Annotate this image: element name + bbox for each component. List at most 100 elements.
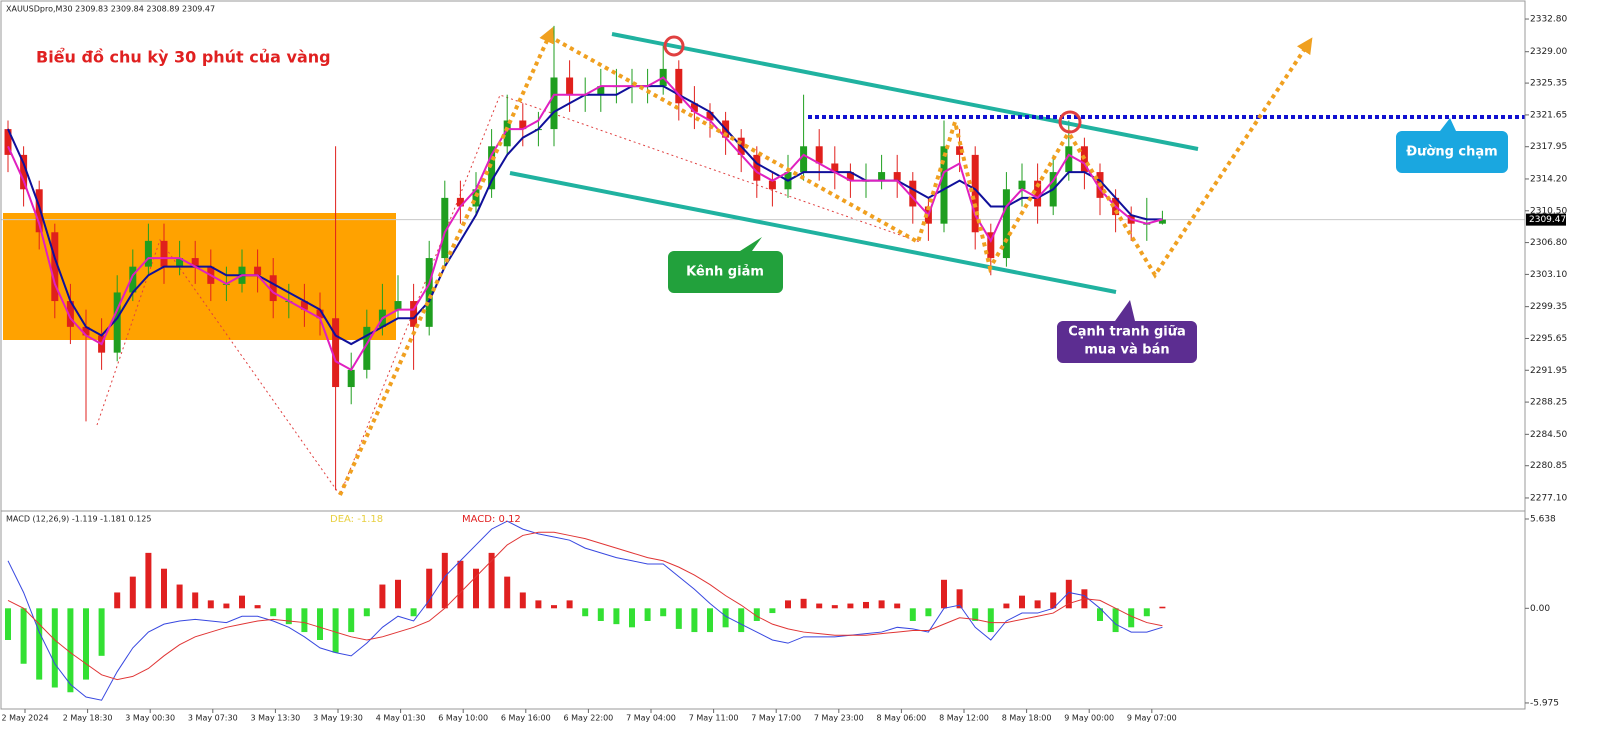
y-tick-label: 5.638 (1530, 515, 1556, 525)
x-tick-label: 4 May 01:30 (376, 714, 426, 723)
candle-body (597, 86, 605, 95)
candle-body (160, 240, 168, 267)
macd-bar (1097, 608, 1103, 621)
y-tick-label: 2332.80 (1530, 15, 1567, 25)
macd-bar (972, 608, 979, 621)
y-tick-label: 2314.20 (1530, 174, 1567, 184)
y-tick-label: 2321.65 (1530, 110, 1567, 120)
macd-bar (5, 608, 11, 640)
touch-circle (663, 35, 685, 57)
y-tick-label: 2325.35 (1530, 79, 1567, 89)
macd-bar (161, 568, 167, 609)
y-tick-label: 2329.00 (1530, 47, 1567, 57)
macd-bar (504, 576, 511, 609)
price-layer (1, 25, 1525, 701)
candle-body (332, 318, 340, 388)
x-tick-label: 3 May 00:30 (125, 714, 175, 723)
macd-bar (722, 608, 729, 628)
candle-body (191, 258, 199, 267)
macd-bar (239, 595, 245, 609)
x-tick-label: 7 May 17:00 (751, 714, 801, 723)
y-tick-label: 2288.25 (1530, 398, 1567, 408)
macd-bar (738, 608, 745, 633)
candle-body (66, 301, 74, 327)
current-price-label: 2309.47 (1529, 215, 1566, 225)
macd-bar (582, 608, 589, 617)
y-tick-label: 2280.85 (1530, 461, 1567, 471)
macd-bar (363, 608, 370, 617)
candle-body (800, 146, 808, 173)
candle-body (550, 77, 558, 130)
macd-bar (395, 579, 401, 609)
zigzag-line (96, 94, 921, 497)
candle-body (394, 301, 402, 310)
macd-label: MACD: 0.12 (462, 514, 521, 525)
macd-bar (941, 579, 947, 609)
label-box (1057, 300, 1197, 363)
channel-upper (611, 32, 1199, 151)
macd-bar (1034, 600, 1041, 609)
macd-bar (254, 605, 261, 609)
macd-bar (863, 601, 869, 609)
macd-bar (1112, 608, 1119, 633)
macd-bar (270, 608, 277, 617)
candle-body (706, 111, 714, 121)
macd-bar (301, 608, 308, 633)
x-tick-label: 3 May 13:30 (251, 714, 301, 723)
candle-body (410, 301, 418, 327)
macd-bar (457, 560, 464, 609)
candle-body (1065, 146, 1073, 173)
x-tick-label: 3 May 07:30 (188, 714, 238, 723)
frame: 2332.80 2329.00 2325.35 2321.65 2317.95 2314.… (0, 0, 1567, 723)
current-price-box (1526, 213, 1566, 226)
macd-bar (20, 608, 27, 664)
label-box (1396, 118, 1508, 173)
macd-bar (660, 608, 667, 617)
macd-bar (1128, 608, 1135, 628)
candle-body (51, 232, 59, 302)
y-tick-label: 2295.65 (1530, 334, 1567, 344)
macd-bar (597, 608, 604, 621)
macd-bar (535, 600, 542, 609)
x-tick-label: 6 May 16:00 (501, 714, 551, 723)
candle-body (425, 258, 433, 327)
x-tick-label: 9 May 07:00 (1127, 714, 1177, 723)
candle-body (503, 120, 511, 147)
x-tick-label: 6 May 10:00 (438, 714, 488, 723)
x-tick-label: 8 May 18:00 (1002, 714, 1052, 723)
macd-bar (925, 608, 932, 617)
x-tick-label: 3 May 19:30 (313, 714, 363, 723)
annotation: mua và bán (1084, 343, 1169, 358)
candle-body (893, 172, 901, 181)
macd-bar (98, 608, 105, 656)
candle-body (144, 240, 152, 267)
candle-body (940, 146, 948, 224)
dea-label: DEA: -1.18 (330, 514, 383, 525)
candle-body (831, 163, 839, 173)
candle-body (129, 266, 137, 293)
x-tick-label: 7 May 04:00 (626, 714, 676, 723)
x-tick-label: 7 May 11:00 (689, 714, 739, 723)
macd-bar (675, 608, 682, 629)
overlay-layer: Kênh giảm Cạnh tranh giữa mua và bán Đườ… (6, 5, 1525, 525)
candle-body (488, 146, 496, 190)
candle-body (441, 197, 449, 259)
macd-bar (785, 600, 791, 609)
macd-bar (114, 592, 121, 609)
macd-bar (317, 608, 323, 640)
signal-line (7, 531, 1163, 681)
candle-body (82, 326, 90, 336)
candle-body (878, 172, 886, 181)
macd-bar (847, 603, 854, 609)
candle-body (254, 266, 262, 276)
macd-bar (629, 608, 635, 628)
macd-bar (691, 608, 698, 633)
candle-body (4, 129, 12, 155)
macd-bar (956, 589, 963, 609)
macd-bar (67, 608, 74, 693)
candle-body (363, 326, 371, 370)
candle-body (1002, 189, 1010, 259)
macd-bar (878, 600, 885, 609)
x-tick-label: 2 May 18:30 (63, 714, 113, 723)
